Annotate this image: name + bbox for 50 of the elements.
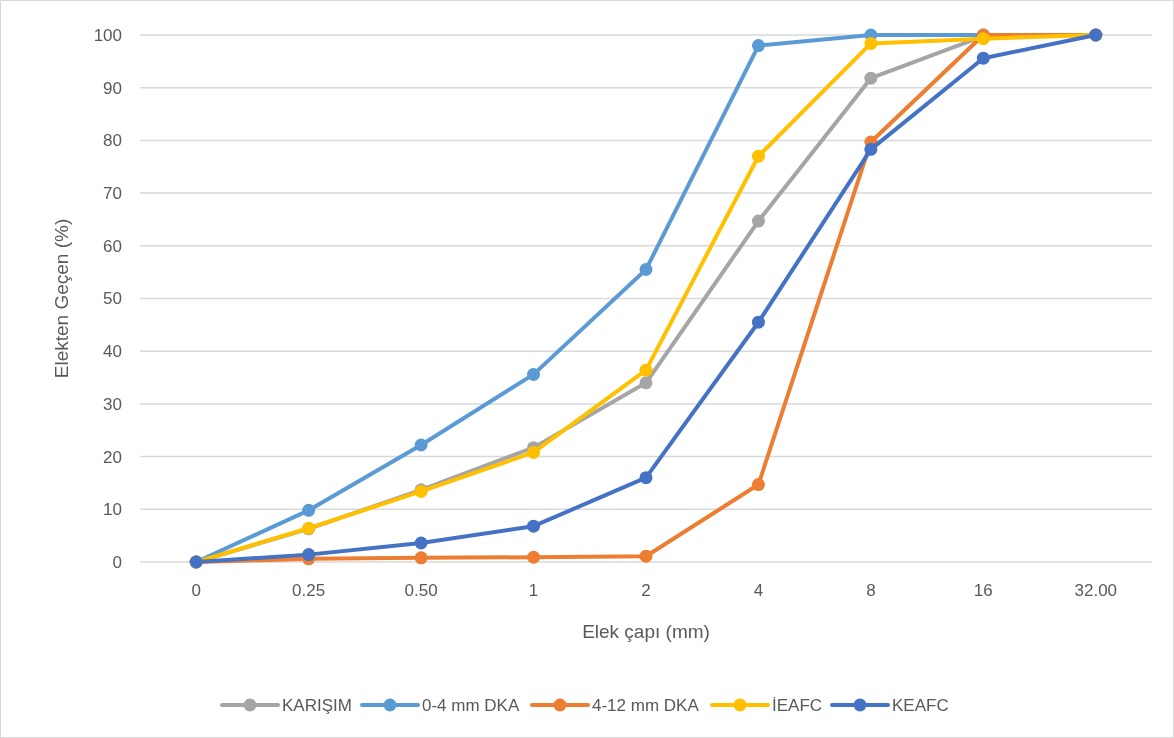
point — [751, 315, 765, 329]
x-tick-label: 1 — [528, 581, 539, 600]
point — [414, 551, 428, 565]
y-tick-label: 40 — [103, 342, 122, 362]
legend-label: KARIŞIM — [282, 695, 352, 715]
point — [751, 478, 765, 492]
point — [527, 550, 541, 564]
legend-label: KEAFC — [892, 695, 949, 715]
legend-label: 0-4 mm DKA — [422, 695, 520, 715]
y-tick-label: 30 — [103, 394, 122, 414]
point — [527, 367, 541, 381]
y-tick-label: 80 — [103, 131, 122, 151]
point — [527, 445, 541, 459]
point — [639, 471, 653, 485]
y-tick-label: 60 — [103, 236, 122, 256]
legend-label: İEAFC — [772, 695, 823, 715]
point — [414, 536, 428, 550]
x-axis-title: Elek çapı (mm) — [582, 621, 710, 642]
y-tick-label: 50 — [103, 289, 122, 309]
point — [414, 438, 428, 452]
point — [864, 36, 878, 50]
point — [527, 519, 541, 533]
x-tick-label: 0.50 — [404, 581, 438, 600]
y-tick-label: 10 — [103, 500, 122, 520]
y-tick-label: 100 — [93, 25, 122, 45]
point — [864, 142, 878, 156]
point — [864, 71, 878, 85]
point — [751, 39, 765, 53]
point — [302, 503, 316, 517]
point — [639, 363, 653, 377]
point — [302, 548, 316, 562]
x-tick-label: 4 — [753, 581, 764, 600]
y-tick-label: 0 — [112, 552, 122, 572]
x-tick-label: 0.25 — [292, 581, 326, 600]
x-tick-label: 32.00 — [1074, 581, 1118, 600]
point — [976, 51, 990, 65]
x-tick-label: 16 — [973, 581, 993, 600]
x-tick-label: 8 — [866, 581, 876, 600]
legend-label: 4-12 mm DKA — [592, 695, 700, 715]
y-tick-label: 20 — [103, 447, 122, 467]
y-tick-label: 70 — [103, 184, 122, 204]
x-tick-label: 2 — [641, 581, 651, 600]
y-tick-label: 90 — [103, 78, 122, 98]
y-axis-title: Elekten Geçen (%) — [51, 218, 72, 379]
point — [639, 263, 653, 277]
point — [751, 214, 765, 228]
point — [751, 149, 765, 163]
x-tick-label: 0 — [191, 581, 201, 600]
point — [639, 376, 653, 390]
point — [639, 549, 653, 563]
